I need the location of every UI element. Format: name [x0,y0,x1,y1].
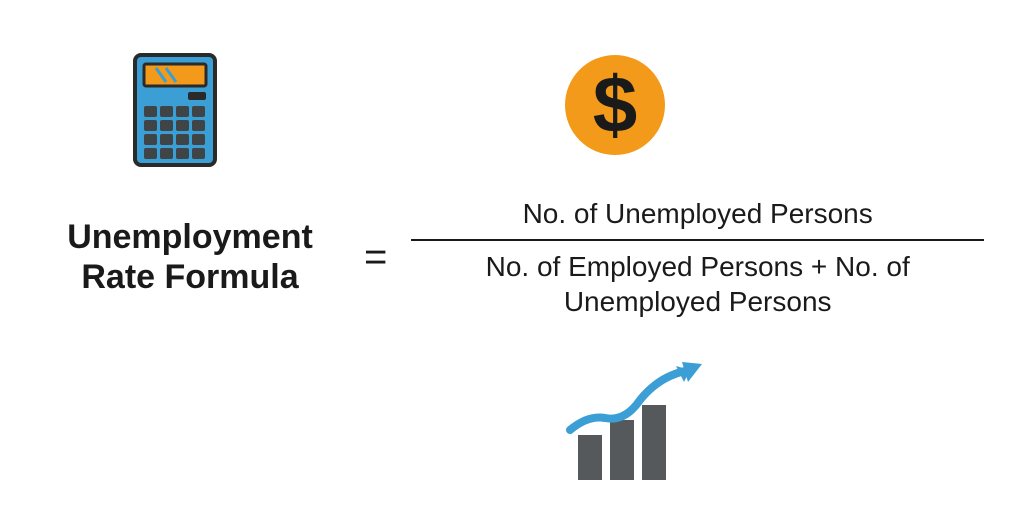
numerator: No. of Unemployed Persons [523,190,873,237]
svg-text:$: $ [593,60,638,149]
denominator-line1: No. of Employed Persons + No. of [486,251,910,282]
formula-label-line1: Unemployment [67,218,313,256]
growth-chart-icon [560,360,710,495]
equals-sign: = [364,235,387,280]
formula-equation: Unemployment Rate Formula = No. of Unemp… [40,190,984,325]
fraction: No. of Unemployed Persons No. of Employe… [411,190,984,325]
denominator-line2: Unemployed Persons [564,286,832,317]
denominator: No. of Employed Persons + No. of Unemplo… [486,243,910,325]
fraction-line [411,239,984,241]
formula-label: Unemployment Rate Formula [40,218,340,296]
calculator-icon [130,50,220,175]
dollar-coin-icon: $ [560,50,670,165]
formula-label-line2: Rate Formula [81,258,298,296]
